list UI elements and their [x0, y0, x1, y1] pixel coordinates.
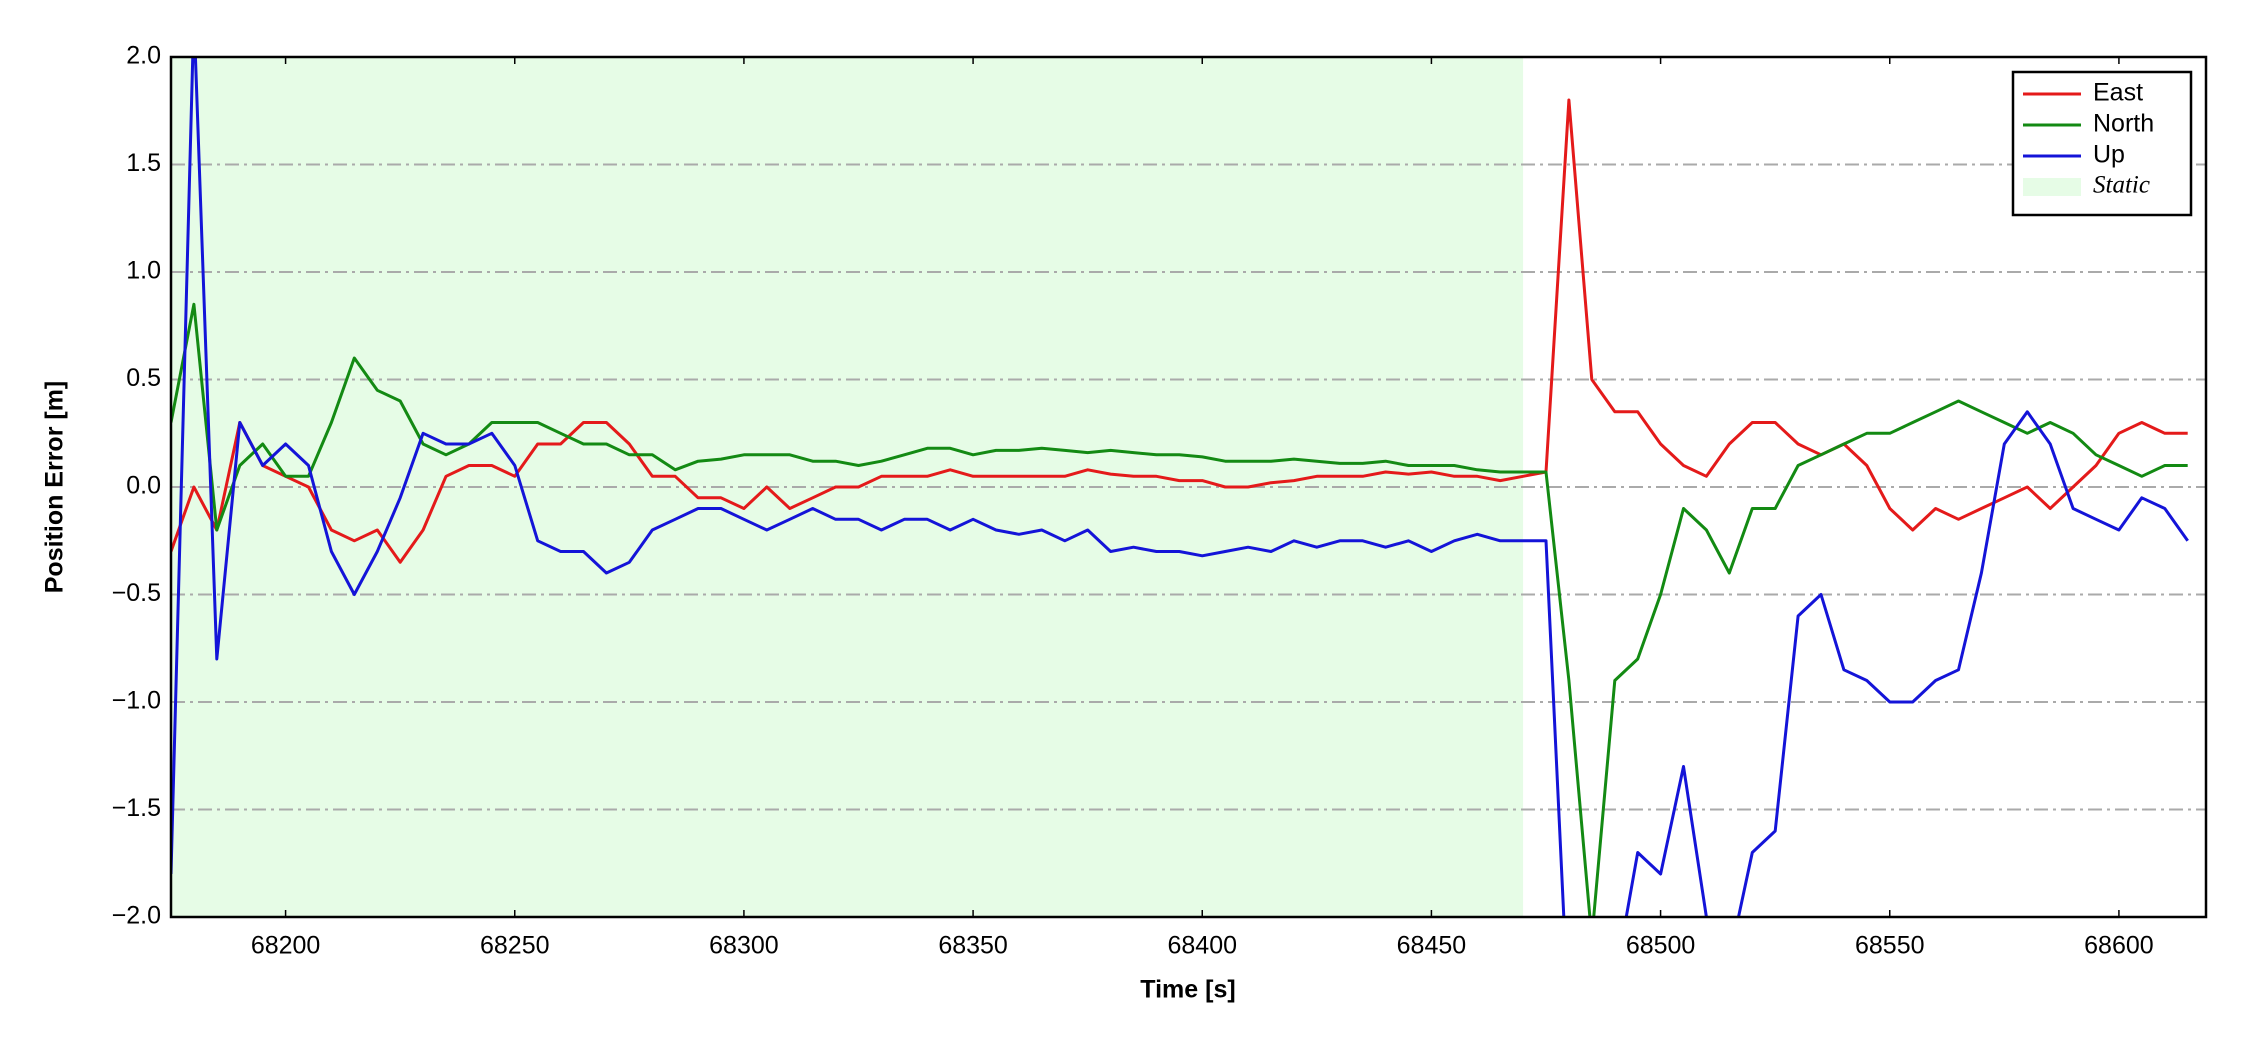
- y-tick-label: −0.5: [112, 579, 161, 607]
- y-tick-label: −2.0: [112, 902, 161, 930]
- x-tick-label: 68400: [1167, 932, 1237, 960]
- x-tick-label: 68550: [1855, 932, 1925, 960]
- x-tick-label: 68600: [2084, 932, 2154, 960]
- y-tick-label: 2.0: [126, 42, 161, 70]
- legend-label: East: [2093, 79, 2143, 107]
- y-tick-label: 1.0: [126, 257, 161, 285]
- y-tick-label: 0.0: [126, 472, 161, 500]
- legend-swatch: [2023, 178, 2081, 196]
- series-line: [171, 302, 2188, 917]
- x-tick-label: 68450: [1397, 932, 1467, 960]
- y-tick-label: −1.5: [112, 794, 161, 822]
- legend: East North Up Static: [2011, 70, 2193, 217]
- y-tick-label: 1.5: [126, 149, 161, 177]
- legend-label: Static: [2093, 172, 2150, 199]
- legend-label: North: [2093, 110, 2154, 138]
- y-axis-label: Position Error [m]: [41, 381, 69, 594]
- x-tick-label: 68350: [938, 932, 1008, 960]
- legend-label: Up: [2093, 141, 2125, 169]
- x-tick-label: 68300: [709, 932, 779, 960]
- x-tick-label: 68250: [480, 932, 550, 960]
- x-tick-label: 68200: [251, 932, 321, 960]
- y-tick-label: −1.0: [112, 687, 161, 715]
- x-tick-label: 68500: [1626, 932, 1696, 960]
- series-line: [171, 57, 2189, 917]
- x-axis-label: Time [s]: [1140, 976, 1235, 1004]
- y-tick-label: 0.5: [126, 364, 161, 392]
- series-line: [171, 98, 2188, 564]
- plot-area: [171, 57, 2189, 917]
- plot-frame: [169, 55, 2208, 919]
